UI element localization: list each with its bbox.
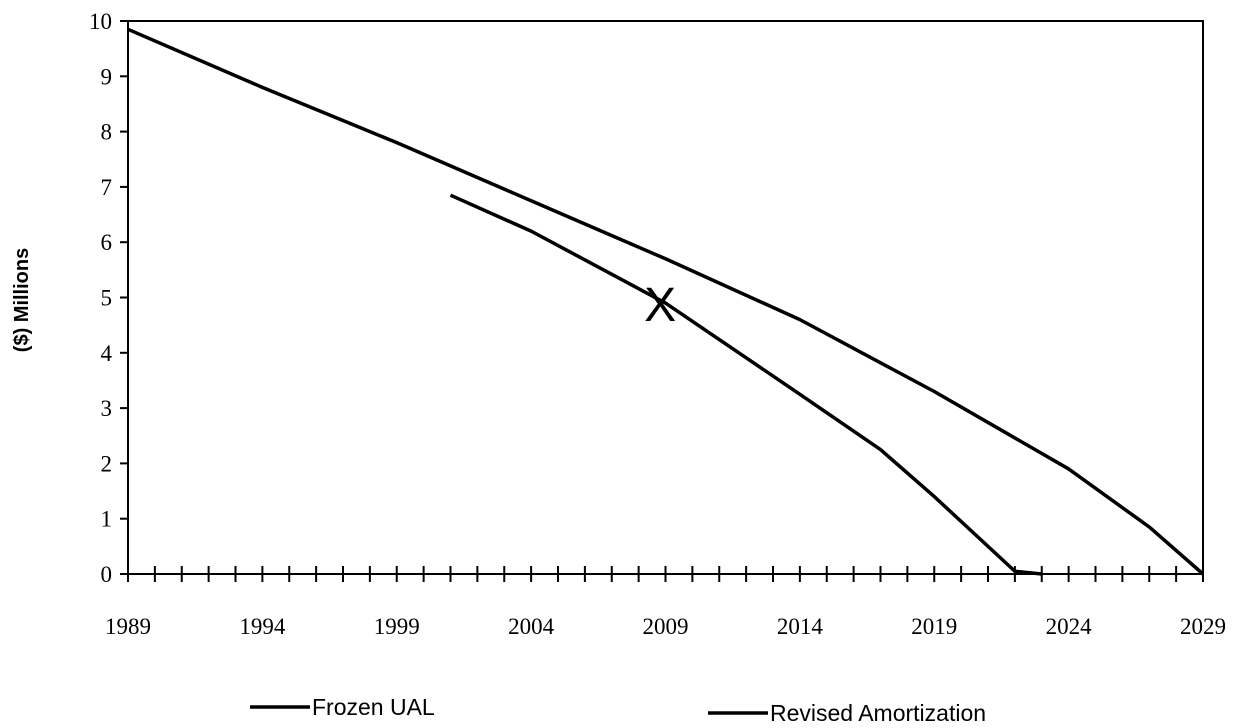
- y-tick-label: 9: [101, 64, 113, 89]
- series-line: [127, 27, 1205, 576]
- x-tick-label: 1994: [239, 614, 286, 639]
- x-tick-label: 2009: [643, 614, 689, 639]
- y-axis-label: ($) Millions: [11, 248, 33, 352]
- series-line: [449, 193, 1042, 576]
- y-tick-label: 8: [101, 120, 113, 145]
- y-tick-label: 2: [101, 451, 113, 476]
- x-tick-label: 1989: [105, 614, 151, 639]
- y-tick-label: 7: [101, 175, 113, 200]
- y-tick-label: 0: [101, 562, 113, 587]
- legend-label: Frozen UAL: [312, 694, 435, 720]
- x-tick-label: 2014: [777, 614, 824, 639]
- annotation: X: [644, 279, 676, 332]
- y-tick-label: 1: [101, 507, 113, 532]
- y-tick-label: 6: [101, 230, 113, 255]
- x-tick-label: 2029: [1180, 614, 1226, 639]
- x-tick-label: 2019: [911, 614, 957, 639]
- y-tick-label: 5: [101, 286, 113, 311]
- y-tick-label: 3: [101, 396, 113, 421]
- y-tick-label: 4: [101, 341, 113, 366]
- legend-label: Revised Amortization: [770, 700, 986, 726]
- x-tick-label: 2004: [508, 614, 555, 639]
- x-tick-label: 2024: [1046, 614, 1093, 639]
- x-tick-label: 1999: [374, 614, 420, 639]
- y-tick-label: 10: [89, 9, 112, 34]
